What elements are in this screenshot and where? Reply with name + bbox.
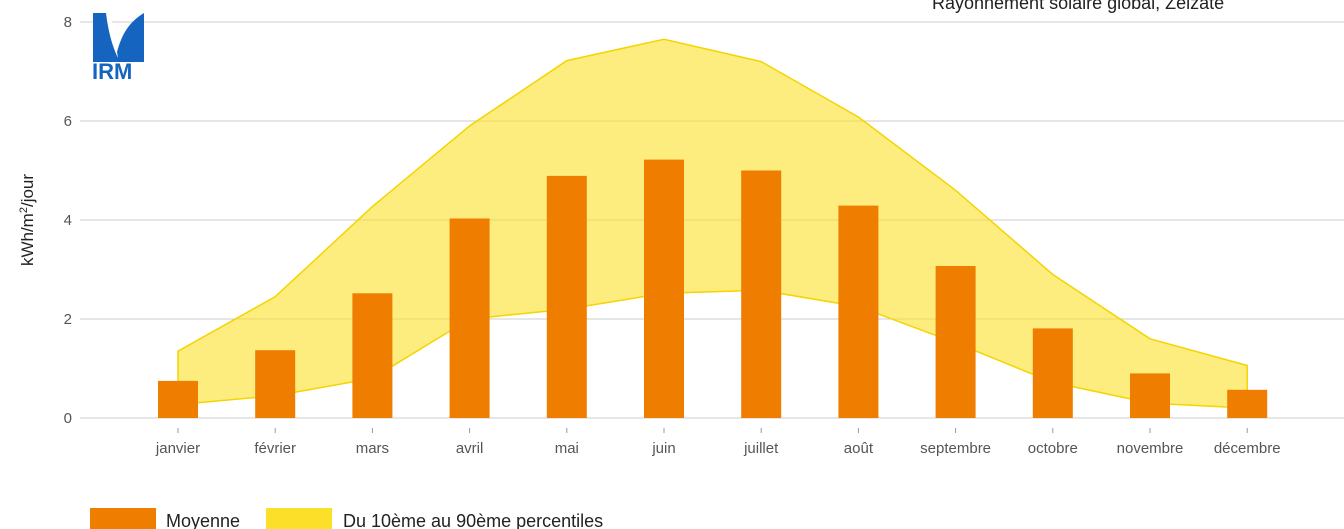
bar-juin (644, 159, 684, 418)
irm-logo-mark (93, 13, 144, 62)
x-tick-label: juin (651, 440, 675, 457)
y-axis-label-sup: 2 (18, 207, 30, 213)
bar-novembre (1130, 373, 1170, 418)
x-axis-ticks: janvier février mars avril mai juin juillet aoû… (155, 428, 1281, 457)
x-tick-label: septembre (920, 440, 991, 457)
legend-label-percentiles: Du 10ème au 90ème percentiles (343, 511, 603, 529)
legend-swatch-moyenne (90, 508, 156, 529)
x-tick-label: mars (356, 440, 389, 457)
bar-janvier (158, 380, 198, 418)
x-tick-label: janvier (155, 440, 200, 457)
irm-logo-notch (106, 13, 118, 58)
bar-juillet (741, 170, 782, 418)
x-tick-label: novembre (1117, 440, 1184, 457)
x-tick-label: juillet (743, 440, 779, 457)
y-axis-label-base: kWh/m (18, 213, 37, 266)
x-tick-label: avril (456, 440, 484, 457)
chart-title: Rayonnement solaire global, Zelzate (932, 0, 1224, 13)
legend: Moyenne Du 10ème au 90ème percentiles (90, 508, 603, 529)
x-tick-label: février (254, 440, 296, 457)
y-axis-ticks: 0 2 4 6 8 (64, 14, 72, 427)
bar-octobre (1032, 328, 1073, 418)
bar-décembre (1227, 389, 1268, 418)
irm-logo: IRM (92, 13, 144, 84)
bar-août (838, 205, 879, 418)
y-tick-label: 4 (64, 212, 72, 229)
y-axis-label: kWh/m2/jour (18, 174, 37, 266)
bars-moyenne (158, 159, 1268, 418)
bar-mars (352, 293, 393, 418)
percentile-band (177, 38, 1248, 409)
y-tick-label: 0 (64, 410, 72, 427)
bar-avril (449, 218, 490, 418)
y-tick-label: 2 (64, 311, 72, 328)
x-tick-label: août (844, 440, 874, 457)
y-tick-label: 6 (64, 113, 72, 130)
y-axis-label-tail: /jour (18, 174, 37, 207)
x-tick-label: décembre (1214, 440, 1281, 457)
x-tick-label: octobre (1028, 440, 1078, 457)
legend-label-moyenne: Moyenne (166, 511, 240, 529)
bar-février (255, 350, 296, 418)
bar-mai (546, 175, 587, 418)
bar-septembre (935, 266, 976, 418)
x-tick-label: mai (555, 440, 579, 457)
irm-logo-text: IRM (92, 59, 132, 84)
legend-swatch-percentiles (266, 508, 332, 529)
y-tick-label: 8 (64, 14, 72, 31)
